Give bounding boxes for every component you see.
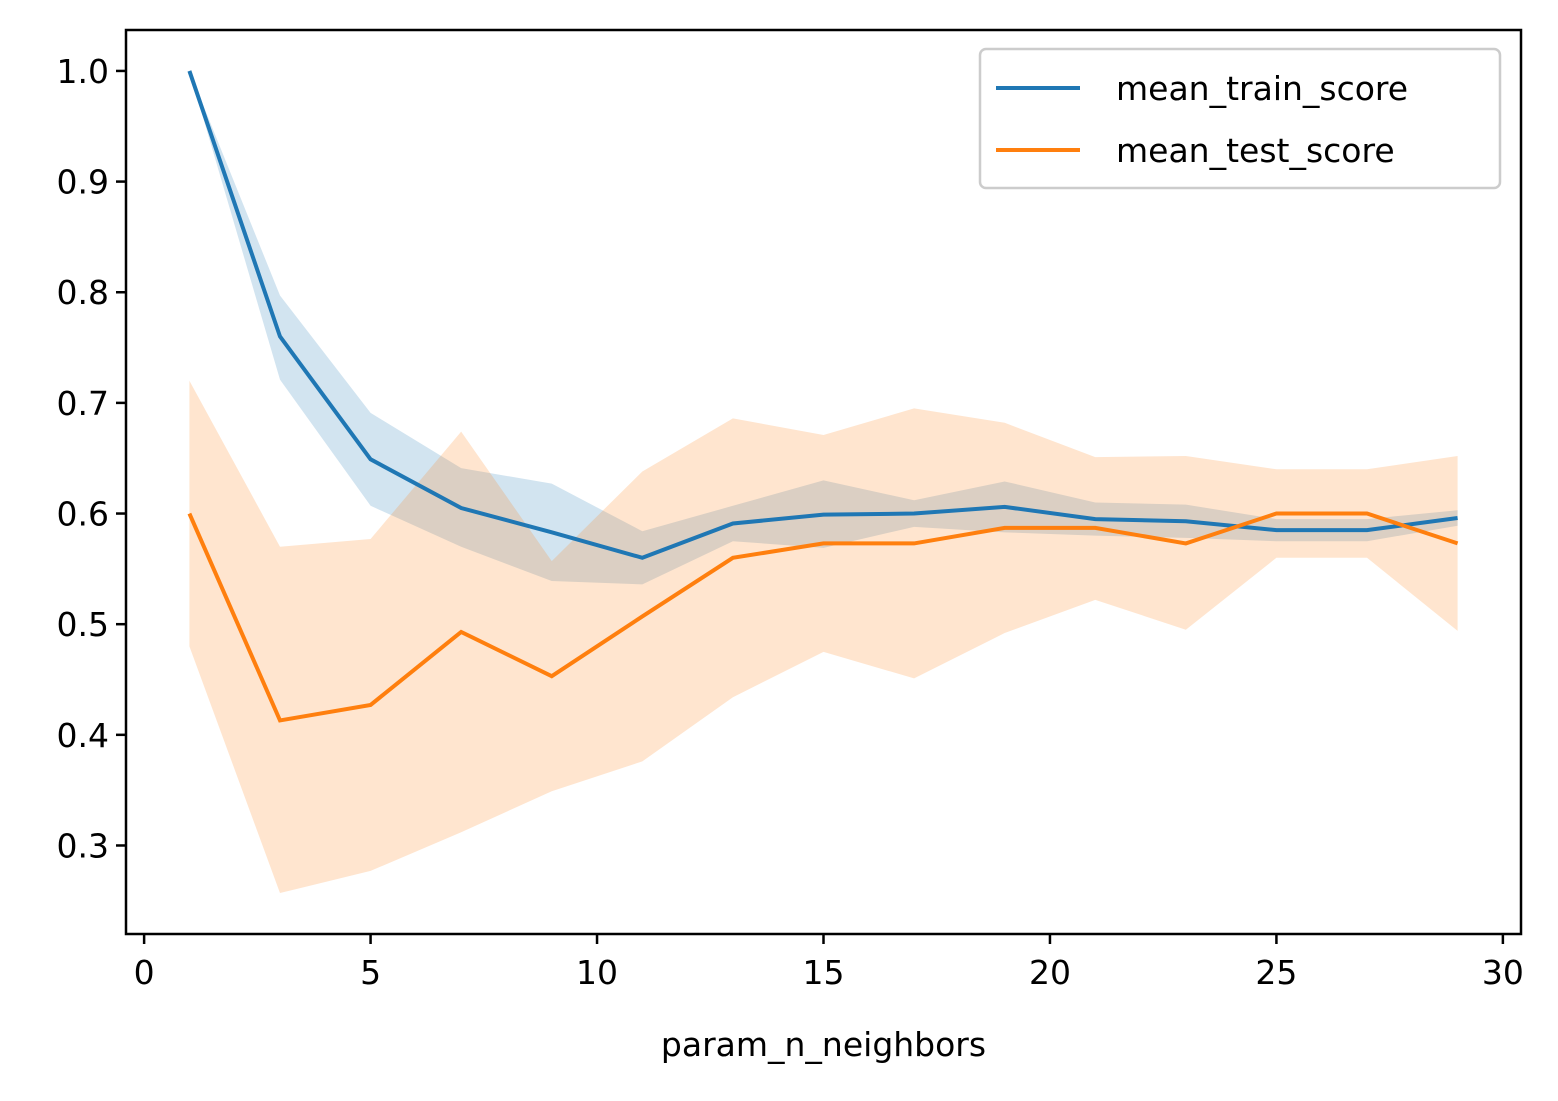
legend-label-mean_test_score: mean_test_score [1116, 131, 1395, 170]
x-axis-label: param_n_neighbors [661, 1025, 986, 1064]
y-tick-label: 1.0 [57, 52, 109, 91]
y-tick-label: 0.8 [57, 273, 109, 312]
y-tick-label: 0.6 [57, 495, 109, 534]
y-tick-label: 0.3 [57, 826, 109, 865]
x-tick-label: 0 [134, 953, 155, 992]
x-tick-label: 10 [576, 953, 618, 992]
y-tick-label: 0.9 [57, 163, 109, 202]
x-tick-label: 25 [1255, 953, 1297, 992]
y-tick-label: 0.7 [57, 384, 109, 423]
y-tick-label: 0.5 [57, 605, 109, 644]
confidence-bands [189, 71, 1457, 893]
x-axis: 0 5 10 15 20 25 30 [134, 934, 1524, 992]
x-tick-label: 5 [360, 953, 381, 992]
x-tick-label: 15 [803, 953, 845, 992]
x-tick-label: 20 [1029, 953, 1071, 992]
legend: mean_train_score mean_test_score [980, 49, 1500, 188]
y-axis: 0.3 0.4 0.5 0.6 0.7 0.8 0.9 1.0 [57, 52, 126, 866]
legend-label-mean_train_score: mean_train_score [1116, 69, 1408, 108]
x-tick-label: 30 [1482, 953, 1524, 992]
y-tick-label: 0.4 [57, 716, 109, 755]
